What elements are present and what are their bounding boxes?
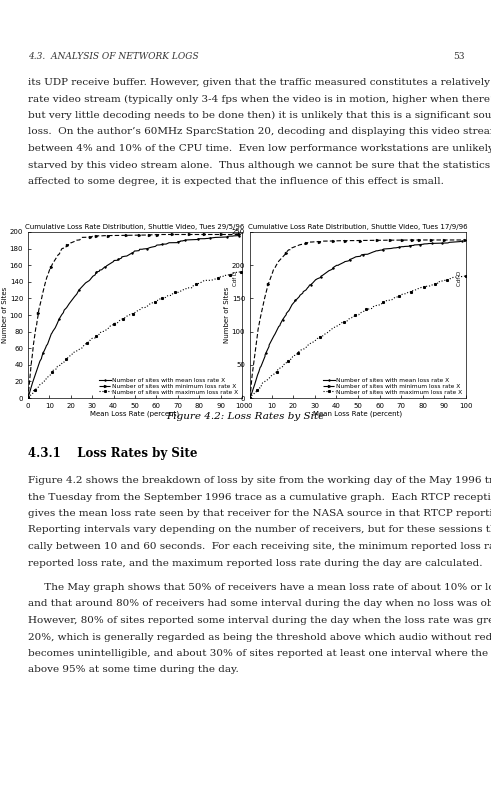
- Number of sites with mean loss rate X: [380, 245, 386, 255]
- Line: Number of sites with minimum loss rate X: Number of sites with minimum loss rate X: [249, 239, 466, 399]
- Text: Reporting intervals vary depending on the number of receivers, but for these ses: Reporting intervals vary depending on th…: [28, 526, 491, 534]
- Text: reported loss rate, and the maximum reported loss rate during the day are calcul: reported loss rate, and the maximum repo…: [28, 558, 483, 568]
- Number of sites with mean loss rate X: [247, 393, 253, 403]
- Number of sites with mean loss rate X: [133, 246, 139, 255]
- Y-axis label: Number of Sites: Number of Sites: [2, 287, 8, 343]
- Line: Number of sites with mean loss rate X: Number of sites with mean loss rate X: [249, 240, 463, 399]
- Title: Cumulative Loss Rate Distribution, Shuttle Video, Tues 29/5/96: Cumulative Loss Rate Distribution, Shutt…: [26, 224, 245, 230]
- Number of sites with mean loss rate X: [319, 271, 325, 281]
- Number of sites with maximum loss rate X: [356, 309, 362, 319]
- Number of sites with mean loss rate X: [230, 231, 236, 240]
- Text: and that around 80% of receivers had some interval during the day when no loss w: and that around 80% of receivers had som…: [28, 600, 491, 608]
- Number of sites with minimum loss rate X: [463, 236, 468, 245]
- Number of sites with minimum loss rate X: [127, 231, 133, 240]
- Text: starved by this video stream alone.  Thus although we cannot be sure that the st: starved by this video stream alone. Thus…: [28, 160, 491, 170]
- Line: Number of sites with maximum loss rate X: Number of sites with maximum loss rate X: [249, 275, 466, 399]
- Number of sites with minimum loss rate X: [159, 230, 165, 239]
- Number of sites with minimum loss rate X: [405, 236, 411, 245]
- Number of sites with maximum loss rate X: [247, 393, 253, 403]
- Text: The May graph shows that 50% of receivers have a mean loss rate of about 10% or : The May graph shows that 50% of receiver…: [28, 583, 491, 592]
- Number of sites with maximum loss rate X: [231, 268, 237, 278]
- Text: 4.3.1    Loss Rates by Site: 4.3.1 Loss Rates by Site: [28, 447, 197, 460]
- Legend: Number of sites with mean loss rate X, Number of sites with minimum loss rate X,: Number of sites with mean loss rate X, N…: [323, 377, 463, 395]
- Number of sites with minimum loss rate X: [409, 236, 415, 245]
- Number of sites with minimum loss rate X: [25, 393, 31, 403]
- Number of sites with mean loss rate X: [159, 239, 165, 249]
- Line: Number of sites with maximum loss rate X: Number of sites with maximum loss rate X: [27, 271, 242, 398]
- Number of sites with minimum loss rate X: [359, 236, 365, 245]
- Number of sites with minimum loss rate X: [234, 230, 240, 239]
- Line: Number of sites with minimum loss rate X: Number of sites with minimum loss rate X: [27, 233, 241, 399]
- Text: 53: 53: [454, 52, 465, 61]
- Number of sites with maximum loss rate X: [153, 297, 159, 306]
- Text: the Tuesday from the September 1996 trace as a cumulative graph.  Each RTCP rece: the Tuesday from the September 1996 trac…: [28, 492, 491, 501]
- Text: 4.3.  ANALYSIS OF NETWORK LOGS: 4.3. ANALYSIS OF NETWORK LOGS: [28, 52, 199, 61]
- Text: Figure 4.2 shows the breakdown of loss by site from the working day of the May 1: Figure 4.2 shows the breakdown of loss b…: [28, 476, 491, 485]
- Number of sites with mean loss rate X: [104, 261, 109, 270]
- Number of sites with mean loss rate X: [236, 231, 242, 240]
- Text: becomes unintelligible, and about 30% of sites reported at least one interval wh: becomes unintelligible, and about 30% of…: [28, 649, 491, 658]
- Number of sites with mean loss rate X: [401, 242, 407, 251]
- Text: Figure 4.2: Loss Rates by Site: Figure 4.2: Loss Rates by Site: [166, 412, 325, 421]
- Text: However, 80% of sites reported some interval during the day when the loss rate w: However, 80% of sites reported some inte…: [28, 616, 491, 625]
- Number of sites with maximum loss rate X: [155, 295, 161, 305]
- Text: rate video stream (typically only 3-4 fps when the video is in motion, higher wh: rate video stream (typically only 3-4 fp…: [28, 94, 491, 104]
- Number of sites with maximum loss rate X: [324, 328, 330, 338]
- Text: but very little decoding needs to be done then) it is unlikely that this is a si: but very little decoding needs to be don…: [28, 111, 491, 120]
- Number of sites with minimum loss rate X: [146, 230, 152, 239]
- Number of sites with mean loss rate X: [351, 253, 356, 262]
- Text: its UDP receive buffer. However, given that the traffic measured constitutes a r: its UDP receive buffer. However, given t…: [28, 78, 491, 87]
- Text: cally between 10 and 60 seconds.  For each receiving site, the minimum reported : cally between 10 and 60 seconds. For eac…: [28, 542, 491, 551]
- Number of sites with minimum loss rate X: [390, 236, 396, 245]
- Number of sites with mean loss rate X: [390, 243, 396, 253]
- Text: gives the mean loss rate seen by that receiver for the NASA source in that RTCP : gives the mean loss rate seen by that re…: [28, 509, 491, 518]
- Number of sites with maximum loss rate X: [124, 312, 130, 321]
- Number of sites with maximum loss rate X: [25, 393, 31, 402]
- Number of sites with maximum loss rate X: [238, 267, 244, 277]
- Title: Cumulative Loss Rate Distribution, Shuttle Video, Tues 17/9/96: Cumulative Loss Rate Distribution, Shutt…: [248, 224, 468, 230]
- Number of sites with maximum loss rate X: [384, 296, 390, 305]
- Text: 20%, which is generally regarded as being the threshold above which audio withou: 20%, which is generally regarded as bein…: [28, 633, 491, 642]
- Number of sites with minimum loss rate X: [150, 230, 156, 239]
- Number of sites with mean loss rate X: [180, 236, 186, 246]
- Number of sites with minimum loss rate X: [236, 230, 242, 239]
- Number of sites with mean loss rate X: [25, 393, 31, 403]
- Number of sites with minimum loss rate X: [161, 230, 167, 239]
- X-axis label: Mean Loss Rate (percent): Mean Loss Rate (percent): [90, 410, 180, 417]
- Number of sites with mean loss rate X: [164, 239, 170, 248]
- Number of sites with maximum loss rate X: [463, 271, 469, 281]
- Number of sites with maximum loss rate X: [400, 289, 406, 299]
- Text: Cdf D: Cdf D: [233, 271, 238, 286]
- Y-axis label: Number of Sites: Number of Sites: [224, 287, 230, 343]
- Line: Number of sites with mean loss rate X: Number of sites with mean loss rate X: [27, 235, 241, 399]
- Text: above 95% at some time during the day.: above 95% at some time during the day.: [28, 665, 239, 675]
- Text: Cdf D: Cdf D: [457, 271, 462, 286]
- Number of sites with minimum loss rate X: [332, 236, 338, 246]
- Number of sites with maximum loss rate X: [97, 329, 103, 339]
- Number of sites with minimum loss rate X: [457, 236, 463, 245]
- Number of sites with mean loss rate X: [447, 238, 453, 247]
- Text: affected to some degree, it is expected that the influence of this effect is sma: affected to some degree, it is expected …: [28, 177, 444, 186]
- Text: loss.  On the author’s 60MHz SparcStation 20, decoding and displaying this video: loss. On the author’s 60MHz SparcStation…: [28, 128, 491, 136]
- X-axis label: Mean Loss Rate (percent): Mean Loss Rate (percent): [313, 410, 403, 417]
- Number of sites with minimum loss rate X: [97, 231, 103, 240]
- Text: between 4% and 10% of the CPU time.  Even low performance workstations are unlik: between 4% and 10% of the CPU time. Even…: [28, 144, 491, 153]
- Number of sites with maximum loss rate X: [164, 291, 169, 301]
- Number of sites with mean loss rate X: [459, 236, 464, 246]
- Number of sites with maximum loss rate X: [454, 272, 460, 282]
- Number of sites with maximum loss rate X: [390, 294, 396, 304]
- Legend: Number of sites with mean loss rate X, Number of sites with minimum loss rate X,: Number of sites with mean loss rate X, N…: [98, 377, 239, 395]
- Number of sites with minimum loss rate X: [387, 236, 393, 245]
- Number of sites with minimum loss rate X: [247, 393, 253, 403]
